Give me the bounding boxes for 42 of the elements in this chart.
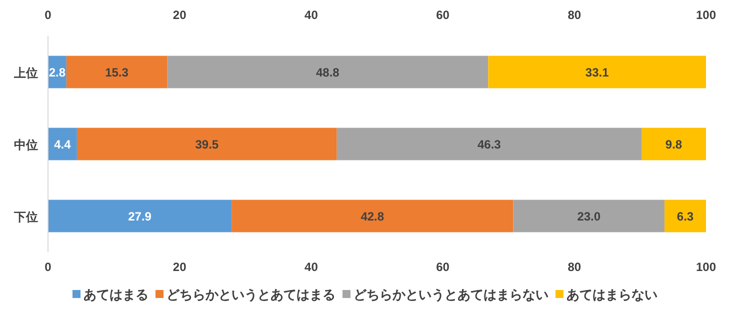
bar bbox=[76, 128, 337, 160]
legend-label: あてはまる bbox=[84, 287, 148, 302]
data-label: 4.4 bbox=[54, 138, 72, 152]
bar bbox=[488, 56, 706, 88]
x2-tick-label: 40 bbox=[304, 8, 318, 22]
bar bbox=[642, 128, 706, 160]
data-label: 27.9 bbox=[128, 210, 152, 224]
data-label: 2.8 bbox=[48, 66, 66, 80]
x2-tick-label: 0 bbox=[44, 8, 52, 22]
x-tick-label: 0 bbox=[44, 260, 52, 274]
bar bbox=[66, 56, 168, 88]
data-label: 9.8 bbox=[665, 138, 682, 152]
x-tick-label: 20 bbox=[172, 260, 187, 274]
data-label: 23.0 bbox=[577, 210, 601, 224]
legend-label: どちらかというとあてはまらない bbox=[354, 287, 548, 302]
data-label: 42.8 bbox=[360, 210, 384, 224]
bar bbox=[664, 200, 706, 232]
data-label: 15.3 bbox=[105, 66, 129, 80]
legend-label: どちらかというとあてはまる bbox=[166, 287, 336, 302]
data-label: 33.1 bbox=[585, 66, 610, 80]
data-label: 6.3 bbox=[676, 210, 694, 224]
data-label: 39.5 bbox=[195, 138, 219, 152]
x2-tick-label: 20 bbox=[172, 8, 187, 22]
bar bbox=[48, 128, 77, 160]
bar bbox=[336, 128, 642, 160]
x-tick-label: 100 bbox=[696, 260, 716, 274]
x-tick-label: 40 bbox=[304, 260, 318, 274]
legend-label: あてはまらない bbox=[566, 287, 658, 302]
y-tick-label: 上位 bbox=[13, 66, 38, 80]
y-tick-label: 下位 bbox=[13, 210, 38, 224]
bar bbox=[167, 56, 488, 88]
data-label: 48.8 bbox=[316, 66, 340, 80]
x2-tick-label: 100 bbox=[696, 8, 716, 22]
x2-tick-label: 80 bbox=[568, 8, 582, 22]
bar bbox=[513, 200, 665, 232]
data-label: 46.3 bbox=[478, 138, 502, 152]
x2-tick-label: 60 bbox=[436, 8, 450, 22]
bar bbox=[48, 200, 232, 232]
bar bbox=[232, 200, 514, 232]
x-tick-label: 80 bbox=[568, 260, 582, 274]
y-tick-label: 中位 bbox=[14, 138, 38, 152]
x-tick-label: 60 bbox=[436, 260, 450, 274]
